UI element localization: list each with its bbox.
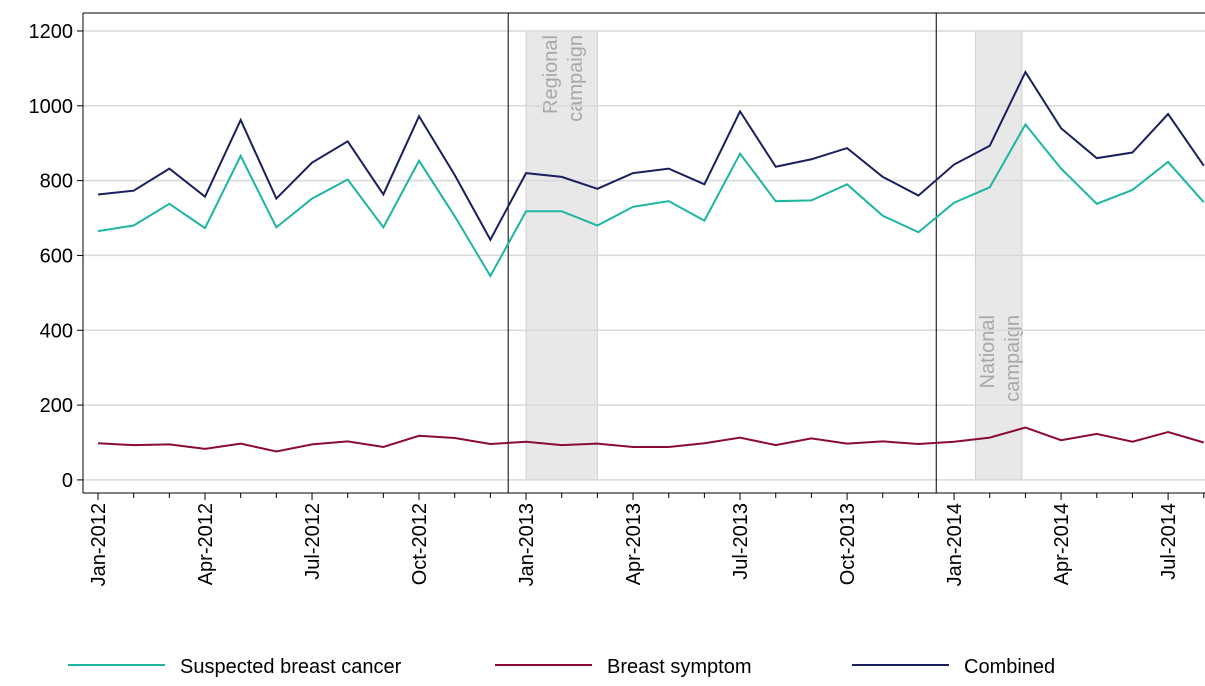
legend-label: Combined [964, 656, 1055, 678]
annotation-text: National [977, 315, 999, 388]
x-tick-label: Jan-2013 [516, 503, 538, 586]
x-tick-label: Oct-2013 [837, 503, 859, 585]
x-tick-label: Apr-2012 [195, 503, 217, 585]
annotation-text: campaign [565, 35, 587, 122]
x-tick-label: Jul-2014 [1158, 503, 1180, 580]
y-tick-label: 1000 [29, 96, 74, 118]
y-tick-label: 200 [40, 395, 73, 417]
y-tick-label: 1200 [29, 21, 74, 43]
series-line [97, 70, 1205, 242]
series-line [97, 426, 1205, 453]
y-tick-label: 0 [62, 470, 73, 492]
y-tick-label: 800 [40, 171, 73, 193]
x-tick-label: Jan-2014 [944, 503, 966, 586]
y-tick-label: 400 [40, 320, 73, 342]
x-tick-label: Apr-2014 [1051, 503, 1073, 585]
annotation-text: campaign [1002, 315, 1024, 402]
x-tick-label: Oct-2012 [409, 503, 431, 585]
legend-label: Breast symptom [607, 656, 751, 678]
x-tick-label: Apr-2013 [623, 503, 645, 585]
series-line [97, 122, 1205, 279]
y-tick-label: 600 [40, 245, 73, 267]
legend-label: Suspected breast cancer [180, 656, 402, 678]
x-tick-label: Jan-2012 [88, 503, 110, 586]
x-tick-label: Jul-2013 [730, 503, 752, 580]
annotation-text: Regional [540, 35, 562, 114]
x-tick-label: Jul-2012 [302, 503, 324, 580]
